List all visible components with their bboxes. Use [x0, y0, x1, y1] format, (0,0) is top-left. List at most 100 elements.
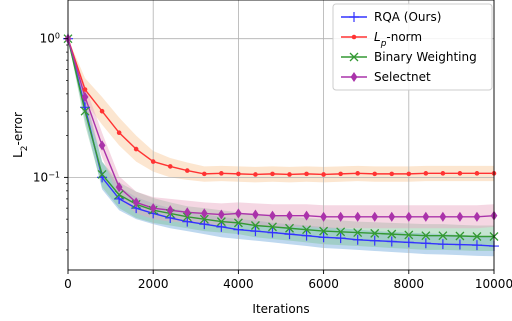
x-tick-label: 2000: [138, 277, 169, 291]
marker-lp-norm: [287, 172, 292, 177]
legend-label-lp-norm: Lp-norm: [374, 30, 422, 49]
marker-lp-norm: [219, 171, 224, 176]
legend: RQA (Ours) Lp-norm Binary Weighting Sele…: [332, 3, 493, 91]
marker-lp-norm: [253, 172, 258, 177]
marker-rqa-ours: [182, 216, 193, 227]
marker-binary-weighting: [455, 231, 465, 241]
y-tick-label: 10−1: [33, 170, 60, 185]
marker-rqa-ours: [454, 239, 465, 250]
marker-selectnet: [286, 210, 293, 221]
marker-selectnet: [473, 211, 481, 222]
marker-lp-norm: [474, 171, 480, 176]
marker-rqa-ours: [250, 226, 261, 237]
marker-lp-norm: [236, 171, 241, 177]
marker-selectnet: [303, 210, 310, 221]
marker-lp-norm: [82, 87, 88, 92]
marker-selectnet: [166, 205, 174, 216]
x-tick-label: 0: [64, 277, 72, 291]
marker-binary-weighting: [216, 217, 226, 227]
marker-selectnet: [388, 211, 396, 222]
series-markers: [63, 33, 499, 252]
marker-selectnet: [115, 182, 123, 193]
x-axis-ticks: 0 2000 4000 6000 8000 10000: [64, 270, 512, 291]
plot-frame: [67, 0, 495, 271]
marker-binary-weighting: [250, 221, 260, 230]
marker-lp-norm: [270, 171, 275, 177]
legend-label-binary-weighting: Binary Weighting: [374, 50, 477, 64]
marker-selectnet: [439, 211, 447, 222]
marker-binary-weighting: [336, 227, 346, 237]
marker-selectnet: [354, 211, 362, 222]
marker-rqa-ours: [352, 234, 363, 245]
marker-selectnet: [81, 91, 89, 103]
marker-lp-norm: [440, 171, 446, 176]
marker-lp-norm: [389, 171, 395, 177]
marker-rqa-ours: [369, 235, 380, 246]
marker-lp-norm: [150, 159, 156, 164]
marker-binary-weighting: [80, 106, 90, 116]
marker-lp-norm: [167, 164, 173, 169]
marker-selectnet: [269, 210, 276, 221]
marker-rqa-ours: [471, 240, 482, 251]
marker-binary-weighting: [199, 214, 209, 224]
marker-lp-norm: [321, 172, 326, 177]
legend-label-selectnet: Selectnet: [374, 70, 431, 84]
y-tick-label: 100: [40, 31, 60, 46]
band-selectnet: [68, 38, 494, 229]
marker-binary-weighting: [233, 218, 243, 228]
marker-binary-weighting: [387, 229, 397, 239]
marker-selectnet: [183, 207, 191, 218]
marker-selectnet: [320, 211, 327, 222]
y-axis-ticks: 100 10−1: [33, 31, 68, 251]
marker-lp-norm: [355, 171, 360, 176]
marker-binary-weighting: [285, 223, 294, 233]
legend-marker-binary-weighting: [349, 52, 359, 62]
marker-selectnet: [252, 209, 259, 220]
line-binary-weighting: [67, 38, 494, 238]
marker-lp-norm: [406, 171, 412, 177]
marker-rqa-ours: [403, 237, 414, 248]
legend-box: [332, 3, 493, 91]
marker-binary-weighting: [421, 231, 431, 241]
marker-rqa-ours: [420, 238, 431, 249]
x-tick-label: 8000: [394, 277, 425, 291]
legend-label-rqa: RQA (Ours): [374, 10, 441, 24]
marker-selectnet: [98, 140, 106, 151]
marker-selectnet: [149, 203, 157, 214]
marker-selectnet: [235, 208, 242, 219]
marker-rqa-ours: [437, 239, 448, 250]
marker-binary-weighting: [319, 226, 329, 236]
marker-lp-norm: [184, 168, 190, 173]
marker-binary-weighting: [472, 232, 482, 241]
legend-marker-selectnet: [350, 71, 358, 83]
marker-selectnet: [200, 208, 208, 219]
marker-selectnet: [405, 211, 413, 222]
marker-binary-weighting: [97, 169, 107, 179]
marker-binary-weighting: [302, 225, 312, 235]
marker-lp-norm: [338, 171, 343, 177]
marker-selectnet: [217, 209, 225, 220]
band-binary-weighting: [68, 38, 494, 251]
marker-binary-weighting: [268, 222, 277, 232]
y-axis-label: L2-error: [11, 112, 30, 158]
marker-rqa-ours: [318, 232, 329, 243]
marker-selectnet: [371, 211, 379, 222]
legend-marker-rqa-ours: [349, 12, 359, 22]
marker-lp-norm: [202, 171, 207, 177]
marker-lp-norm: [423, 171, 429, 176]
band-lp-norm: [68, 38, 494, 183]
marker-rqa-ours: [267, 227, 278, 238]
marker-binary-weighting: [114, 190, 124, 200]
x-tick-label: 6000: [308, 277, 339, 291]
marker-selectnet: [337, 211, 345, 222]
marker-lp-norm: [99, 108, 105, 114]
marker-lp-norm: [116, 130, 122, 135]
marker-binary-weighting: [438, 231, 448, 241]
marker-lp-norm: [133, 146, 139, 152]
marker-binary-weighting: [370, 228, 380, 238]
marker-selectnet: [132, 197, 140, 208]
legend-marker-lp-norm: [351, 34, 357, 40]
marker-rqa-ours: [301, 230, 312, 241]
marker-selectnet: [456, 211, 464, 222]
